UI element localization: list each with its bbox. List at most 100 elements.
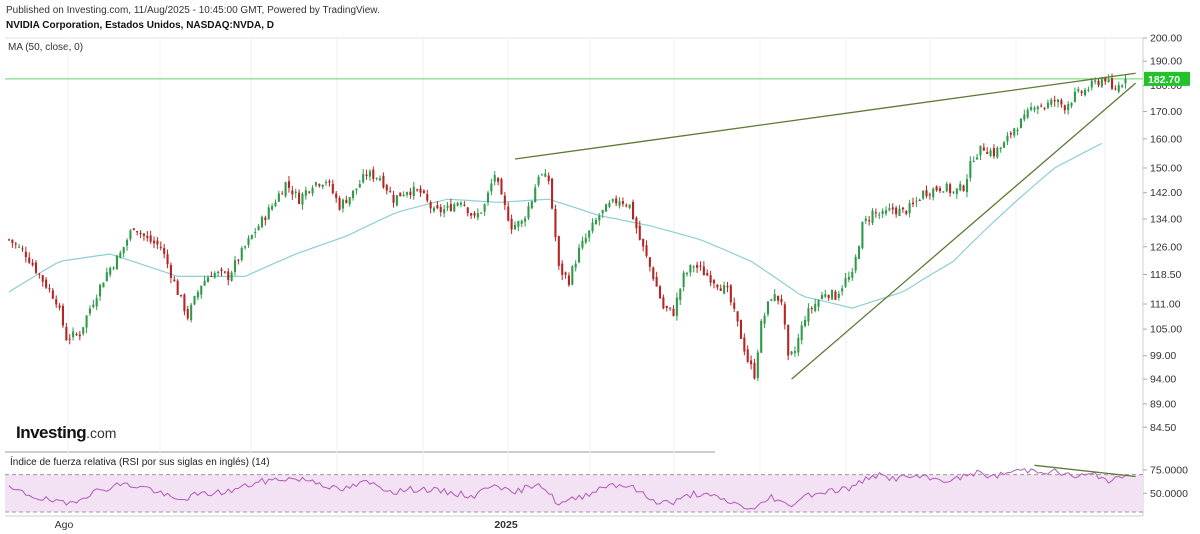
candle [254,228,257,238]
candle-body [466,207,469,214]
candle-body [449,204,452,212]
candle [753,358,756,380]
candle [1124,75,1127,89]
candle [88,305,92,317]
candle [928,192,931,200]
candle-body [942,191,945,193]
candle [45,277,48,289]
candle-body [723,285,726,294]
candle [1060,98,1063,108]
candle-body [1080,91,1083,94]
candle [281,191,284,195]
candle [109,266,112,278]
candle-body [443,209,446,214]
candle-body [399,192,402,197]
candle [152,236,156,249]
candle [1114,85,1117,91]
candle [648,256,651,272]
candle-body [352,190,355,198]
candle-body [51,290,54,299]
candle [787,324,790,361]
candle [726,282,729,293]
candle [446,201,449,212]
candle-body [992,148,996,157]
candle [868,216,871,226]
candle [628,204,631,210]
candle-body [996,147,999,158]
candle-body [260,216,264,228]
candle-body [21,248,24,250]
candle-body [335,193,338,199]
candle [493,171,496,186]
candle-body [540,174,544,176]
candle [716,284,719,291]
candle-body [753,362,756,379]
candle [274,199,277,208]
y-tick-label: 118.50 [1150,269,1181,281]
candle [122,246,125,258]
candle [544,169,547,178]
candle-body [233,260,237,272]
candle-body [1033,107,1036,110]
candle [38,272,41,279]
candle [233,255,237,276]
candle-body [267,207,270,220]
candle [223,271,226,274]
candle [901,207,904,213]
candle-body [220,269,223,272]
gridlines [67,38,1106,516]
candle [658,285,662,299]
candle [915,196,918,208]
y-tick-label: 200.00 [1150,33,1182,45]
candle [301,192,304,210]
candle [729,284,732,306]
candle-body [938,188,942,191]
candle [1107,74,1110,83]
candle [119,250,122,259]
candle [665,305,668,312]
candle-body [14,243,17,245]
candle-body [503,195,506,206]
candle [696,261,699,273]
candle-body [716,284,719,288]
candle [763,312,766,329]
candle-body [409,191,412,196]
candle-body [989,150,992,156]
candle-body [783,304,786,325]
candle [230,270,233,282]
ma-indicator-label[interactable]: MA (50, close, 0) [8,42,84,53]
candle-body [628,204,631,209]
candle [841,285,844,296]
candle-body [18,246,21,248]
candle [945,181,948,193]
candle [972,156,975,163]
candle-body [513,224,517,230]
candle [567,272,570,287]
rsi-indicator-label[interactable]: Índice de fuerza relativa (RSI por sus s… [10,457,273,468]
candle-body [139,232,142,234]
candle-body [284,182,287,196]
candle [399,192,402,197]
candle-body [901,207,904,210]
candle [955,188,958,199]
candle [429,200,432,214]
candle-body [102,282,105,288]
candle [385,183,388,195]
y-tick-label: 94.00 [1150,374,1176,386]
candle [621,197,624,207]
candle-body [905,210,908,214]
candle [1050,97,1053,108]
candle [817,299,820,312]
candle-body [1083,89,1087,96]
candle-body [240,247,243,261]
candle-body [365,174,368,177]
candle-body [358,184,361,188]
candle-body [294,191,297,194]
candle-body [729,285,732,303]
candle-body [432,207,436,212]
candle-body [945,183,948,192]
candle-body [55,299,58,305]
candle-body [928,194,931,196]
rsi-band [5,474,1143,512]
